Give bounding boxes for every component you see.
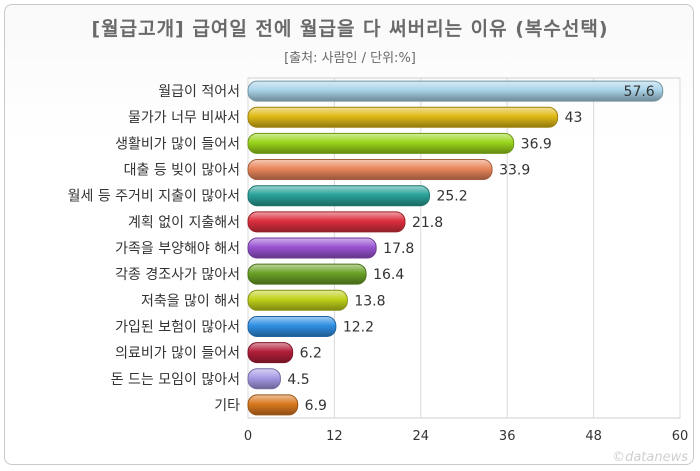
category-label: 의료비가 많이 들어서 [115,346,240,362]
value-label: 16.4 [373,267,404,283]
category-label: 각종 경조사가 많아서 [115,267,240,283]
bar [247,394,299,416]
value-label: 43 [565,110,583,126]
category-label: 기타 [214,398,240,414]
category-label: 계획 없이 지출해서 [128,215,240,231]
category-label: 돈 드는 모임이 많아서 [111,372,240,388]
x-tick-label: 0 [244,429,252,444]
labels: 월급이 적어서 57.6 물가가 너무 비싸서 43 생활비가 많이 들어서 36.9 대출… [68,84,655,414]
category-label: 저축을 많이 해서 [141,293,240,309]
bar [247,342,294,364]
x-tick-label: 12 [326,429,343,444]
value-label: 12.2 [343,319,374,335]
chart-subtitle: [출처: 사람인 / 단위:%] [284,51,416,66]
bar [247,132,515,154]
x-tick-label: 60 [672,429,689,444]
bar [247,106,559,128]
x-tick-label: 48 [585,429,602,444]
value-label: 57.6 [624,84,655,100]
value-label: 36.9 [521,136,552,152]
bar [247,315,337,337]
chart-title: [월급고개] 급여일 전에 월급을 다 써버리는 이유 (복수선택) [91,18,609,40]
value-label: 33.9 [499,163,530,179]
value-label: 6.2 [300,346,322,362]
category-label: 월세 등 주거비 지출이 많아서 [68,189,240,205]
category-label: 가족을 부양해야 해서 [115,241,240,257]
x-tick-label: 36 [499,429,516,444]
value-label: 4.5 [287,372,309,388]
bar [247,185,430,207]
category-label: 물가가 너무 비싸서 [128,110,240,126]
watermark: ©datanews [612,450,688,465]
category-label: 가입된 보험이 많아서 [115,319,240,335]
bar [247,80,664,102]
bar [247,211,406,233]
category-label: 생활비가 많이 들어서 [115,136,240,152]
value-label: 21.8 [412,215,443,231]
value-label: 17.8 [383,241,414,257]
category-label: 월급이 적어서 [158,84,240,100]
value-label: 13.8 [354,293,385,309]
bar [247,237,377,259]
value-label: 25.2 [436,189,467,205]
bars [247,80,664,416]
bar [247,159,493,181]
x-tick-label: 24 [413,429,430,444]
bar [247,368,281,390]
bar [247,263,367,285]
x-axis-ticks: 0 12 24 36 48 60 [244,429,688,444]
category-label: 대출 등 빚이 많아서 [124,163,240,179]
value-label: 6.9 [305,398,327,414]
bar [247,289,348,311]
